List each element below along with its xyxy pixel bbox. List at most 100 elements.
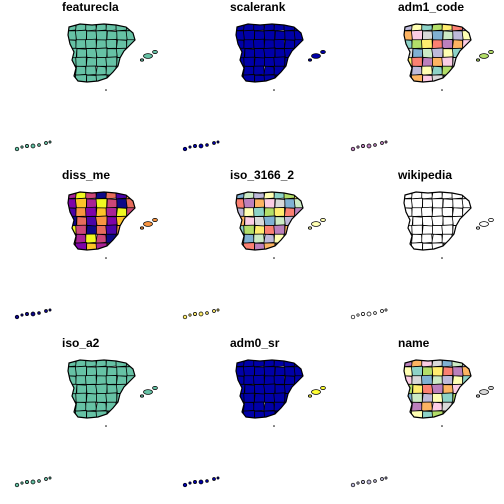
- province: [283, 375, 296, 385]
- province: [421, 374, 433, 385]
- province: [451, 207, 464, 217]
- balearic-island: [488, 218, 494, 223]
- canary-island: [384, 140, 388, 144]
- province: [411, 56, 423, 67]
- province: [242, 29, 256, 41]
- balearic-island: [307, 58, 312, 62]
- province: [295, 48, 303, 59]
- panel-title: iso_a2: [62, 336, 100, 350]
- province: [96, 393, 107, 403]
- province: [461, 74, 471, 82]
- province: [263, 198, 276, 209]
- balearic-island: [488, 386, 494, 391]
- province: [451, 39, 464, 49]
- balearic-island: [475, 58, 480, 62]
- balearic-island: [143, 389, 153, 395]
- province: [253, 360, 265, 368]
- canary-island: [193, 312, 197, 316]
- balearic-island: [311, 389, 321, 395]
- province: [125, 233, 135, 244]
- province: [273, 56, 286, 67]
- province: [293, 233, 303, 244]
- province: [68, 47, 78, 59]
- province: [243, 24, 255, 32]
- province: [273, 24, 286, 32]
- spain-map: [14, 191, 158, 320]
- canary-island: [373, 479, 377, 483]
- province: [441, 39, 454, 49]
- province: [75, 360, 87, 368]
- province: [243, 360, 255, 368]
- province: [273, 375, 286, 385]
- province: [294, 56, 303, 67]
- province: [410, 197, 424, 209]
- province: [431, 207, 443, 217]
- province: [411, 192, 423, 200]
- province: [85, 393, 97, 403]
- province: [411, 375, 423, 385]
- canary-island: [350, 314, 356, 320]
- province: [253, 38, 265, 49]
- province: [431, 24, 444, 32]
- province: [95, 198, 108, 209]
- province: [127, 48, 135, 59]
- province: [411, 207, 423, 217]
- province: [421, 360, 433, 368]
- province: [293, 65, 303, 76]
- balearic-island: [320, 50, 326, 55]
- province: [263, 366, 276, 377]
- province: [125, 65, 135, 76]
- province: [243, 192, 255, 200]
- province: [404, 383, 414, 395]
- province: [85, 233, 97, 244]
- province: [95, 65, 108, 76]
- canary-island: [350, 482, 356, 488]
- province: [236, 215, 246, 227]
- province: [461, 192, 471, 200]
- province: [451, 375, 464, 385]
- province: [431, 47, 444, 59]
- spain-map: [182, 23, 326, 152]
- canary-island: [350, 146, 356, 152]
- province: [86, 198, 98, 209]
- province: [243, 207, 255, 217]
- balearic-island: [139, 394, 144, 398]
- province: [243, 56, 255, 67]
- canary-island: [366, 479, 372, 485]
- province: [95, 207, 107, 217]
- province: [75, 392, 87, 403]
- province: [253, 225, 265, 235]
- spain-map: [182, 359, 326, 488]
- province: [452, 198, 464, 209]
- province: [411, 360, 423, 368]
- province: [284, 74, 296, 82]
- province: [263, 24, 276, 32]
- province: [452, 410, 464, 418]
- balearic-island: [139, 58, 144, 62]
- balearic-island: [479, 221, 489, 227]
- canary-island: [366, 311, 372, 317]
- province: [411, 401, 423, 412]
- province: [422, 198, 434, 209]
- province: [68, 215, 78, 227]
- province: [432, 57, 443, 67]
- canary-island: [193, 480, 197, 484]
- province: [441, 224, 454, 235]
- canary-island: [361, 144, 365, 148]
- province: [116, 198, 128, 209]
- province: [284, 198, 296, 209]
- province: [411, 224, 423, 235]
- province: [75, 192, 87, 200]
- country-border: [403, 191, 472, 251]
- province: [75, 401, 87, 412]
- province: [68, 39, 77, 49]
- canary-island: [182, 146, 188, 152]
- province: [105, 375, 118, 385]
- province: [461, 24, 471, 32]
- province: [421, 401, 433, 412]
- canary-island: [20, 481, 24, 485]
- canary-island: [373, 143, 377, 147]
- province: [115, 207, 128, 217]
- canary-island: [193, 144, 197, 148]
- province: [126, 224, 135, 235]
